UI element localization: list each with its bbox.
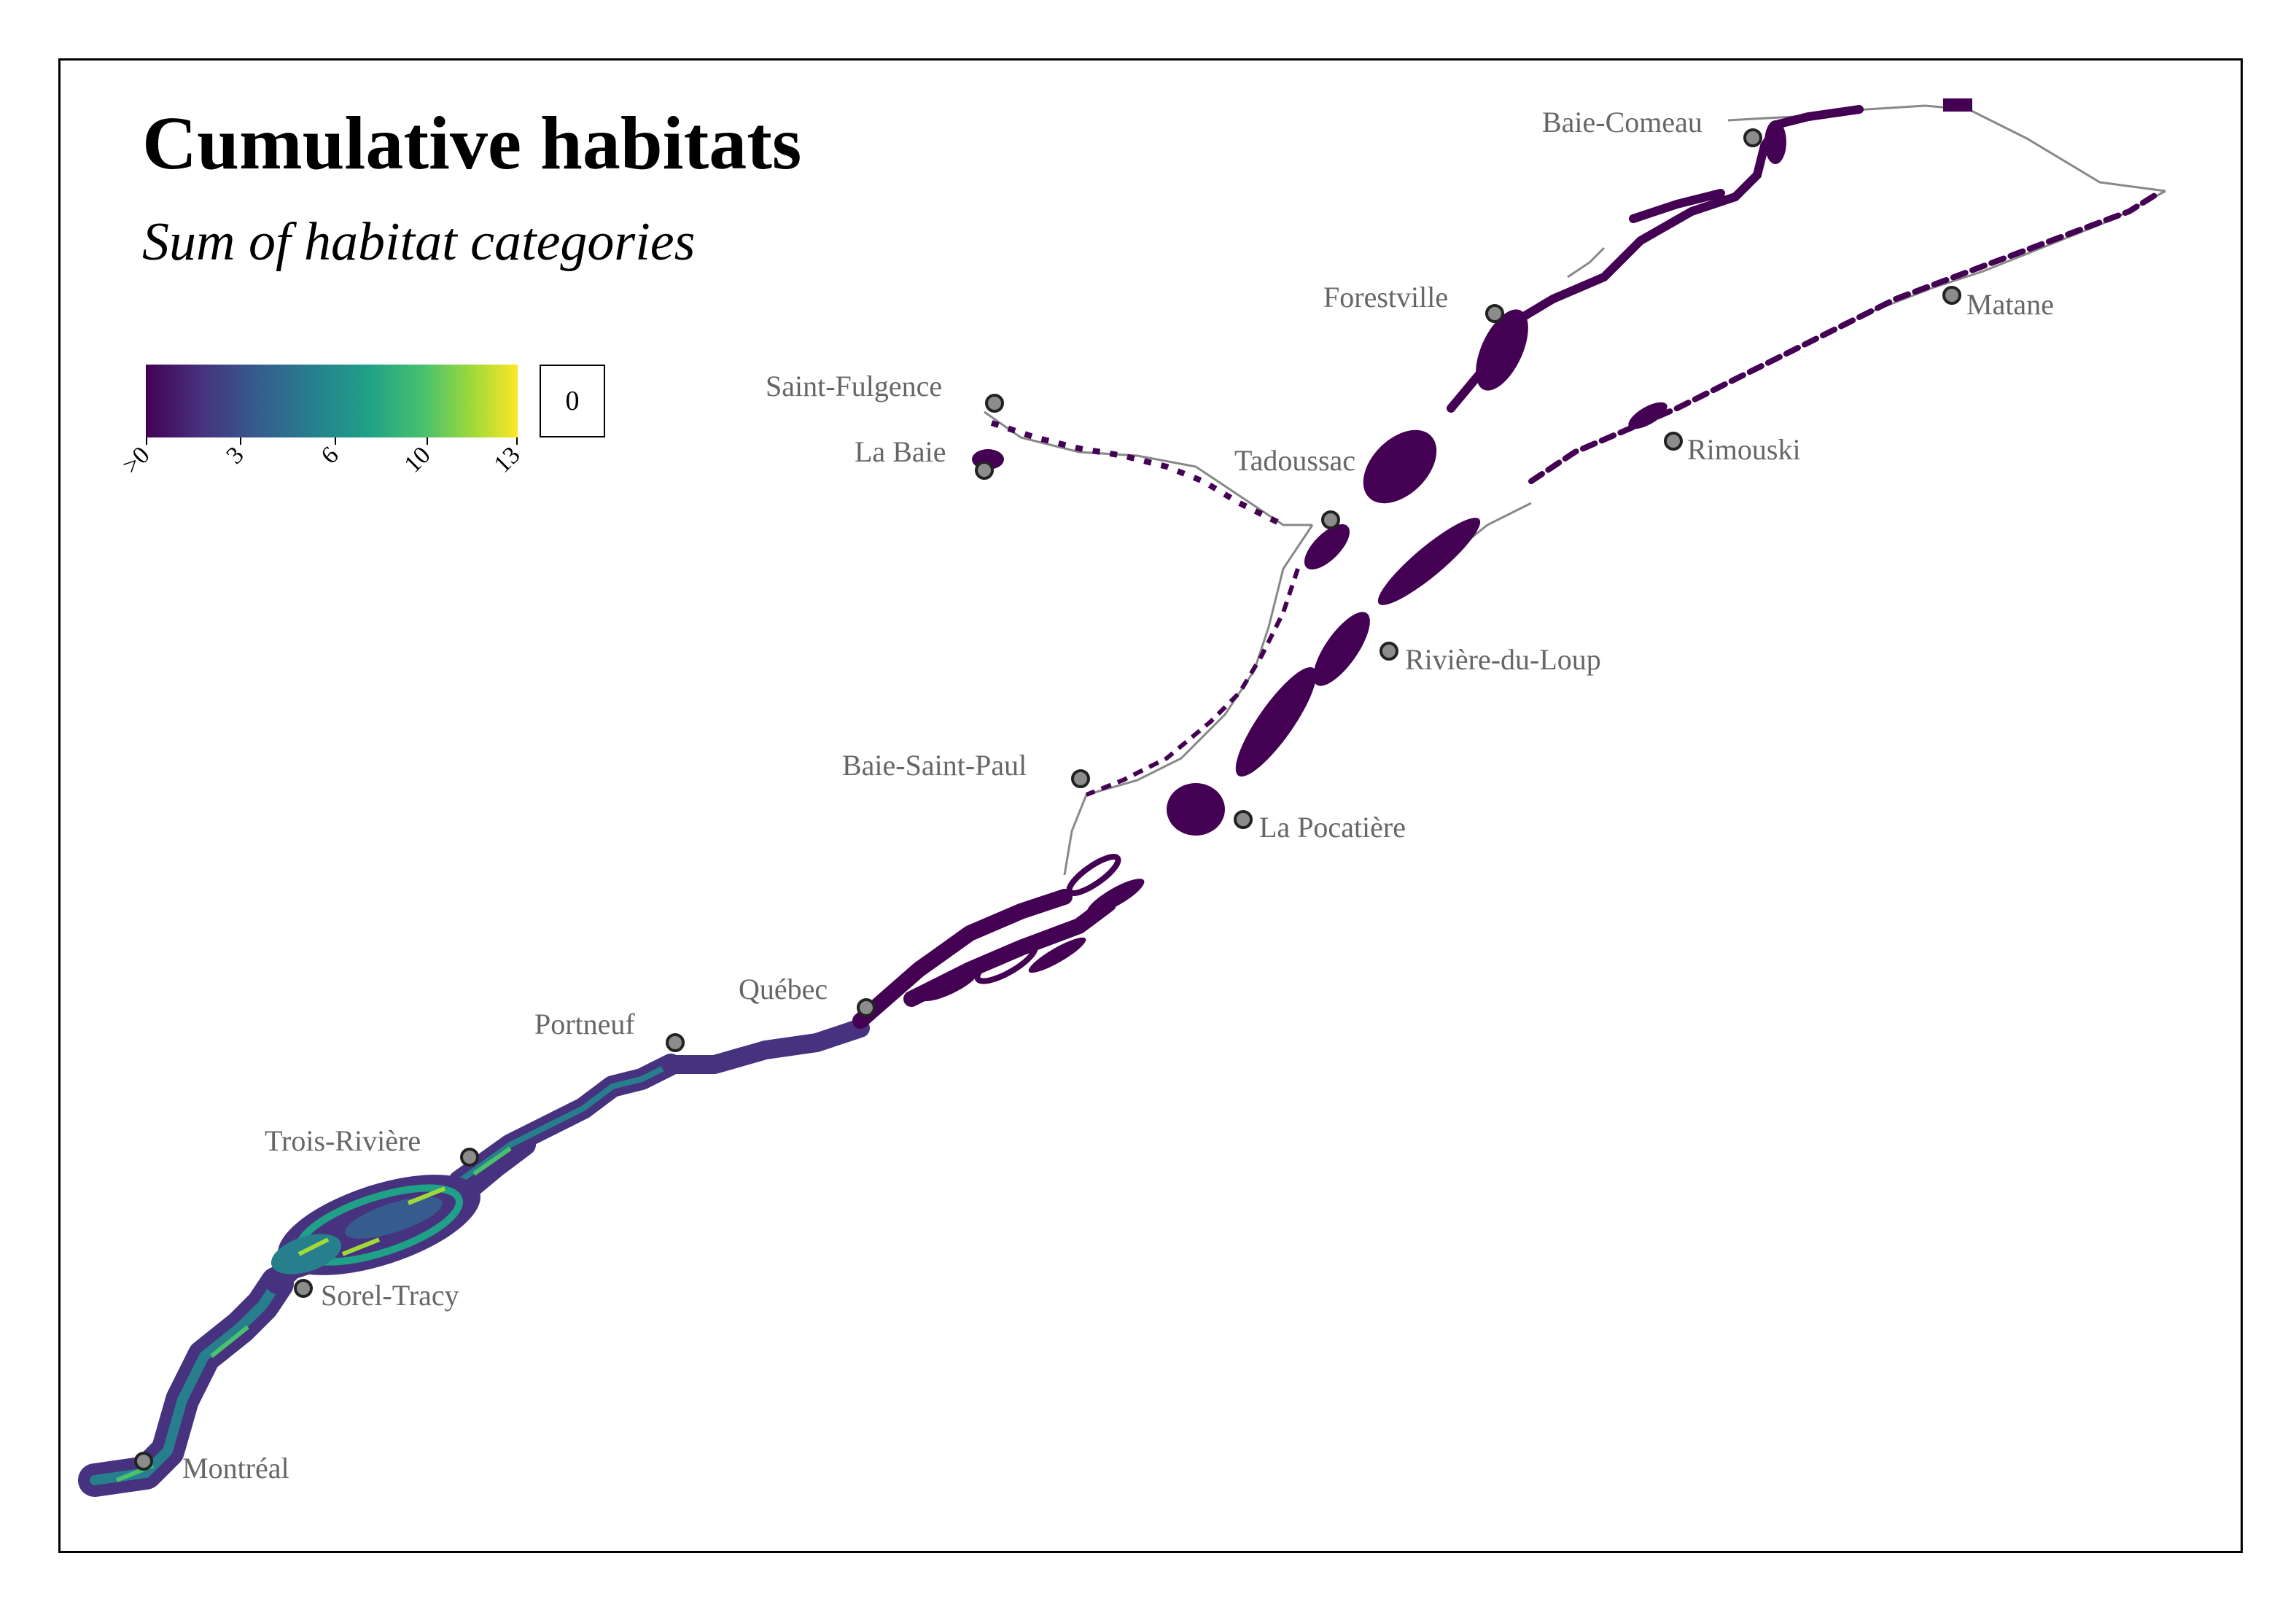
marker-baie-comeau — [1743, 128, 1762, 147]
channel-montreal-sorel-inner — [90, 1278, 282, 1485]
channel-trois-portneuf-inner — [456, 1062, 674, 1184]
lac-highlights — [297, 1186, 446, 1256]
tadoussac-flat — [1304, 524, 1350, 570]
legend-tick — [335, 437, 336, 445]
channel-quebec-north — [852, 889, 1073, 1029]
marker-trois-riviere — [460, 1148, 479, 1167]
city-label-tadoussac: Tadoussac — [1234, 444, 1356, 477]
city-label-la-baie: La Baie — [855, 435, 946, 468]
lac-center — [345, 1197, 443, 1239]
map-frame — [58, 58, 2243, 1553]
marker-la-baie — [975, 461, 994, 480]
legend-tick — [516, 437, 518, 445]
city-label-la-pocatiere: La Pocatière — [1259, 811, 1406, 844]
estuary-bodies — [972, 98, 1972, 973]
legend-colorbar — [146, 365, 518, 437]
city-label-saint-fulgence: Saint-Fulgence — [766, 370, 943, 402]
south-bank-3 — [1377, 518, 1481, 605]
legend-tick — [146, 437, 147, 445]
city-markers — [134, 128, 1961, 1471]
spot-trois — [472, 1146, 512, 1176]
marker-forestville — [1485, 304, 1504, 323]
marker-montreal — [134, 1452, 153, 1471]
coastline — [984, 104, 2166, 876]
island-loops — [918, 854, 1121, 1002]
loop-1 — [1066, 854, 1121, 896]
city-label-rimouski: Rimouski — [1687, 433, 1801, 466]
pocatiere-flat — [1167, 783, 1225, 836]
upper-north-fringe — [1629, 189, 1725, 223]
city-label-trois-riviere: Trois-Rivière — [265, 1124, 421, 1157]
middle-island-2 — [1028, 937, 1086, 973]
south-shore-fringe — [1528, 190, 2161, 484]
city-label-quebec: Québec — [739, 973, 828, 1005]
north-bank-1 — [1363, 429, 1437, 504]
marker-tadoussac — [1321, 510, 1340, 529]
south-bank-2 — [1313, 612, 1370, 686]
channel-portneuf-quebec — [661, 1019, 870, 1074]
loop-2 — [974, 941, 1038, 984]
city-label-portneuf: Portneuf — [534, 1008, 635, 1040]
city-label-baie-saint-paul: Baie-Saint-Paul — [842, 749, 1027, 782]
marker-riviere-du-loup — [1379, 642, 1398, 661]
river-main-channel — [78, 889, 1116, 1497]
legend-zero-box: 0 — [540, 365, 605, 437]
saguenay-fringe — [990, 420, 1285, 528]
city-label-baie-comeau: Baie-Comeau — [1542, 106, 1702, 139]
map-subtitle: Sum of habitat categories — [142, 212, 696, 272]
marker-saint-fulgence — [985, 394, 1004, 413]
spot-sorel — [210, 1325, 249, 1358]
matane-box — [1943, 98, 1972, 112]
estuary-north-shore — [1447, 105, 1864, 413]
map-title: Cumulative habitats — [142, 101, 802, 185]
loop-3 — [918, 967, 978, 1002]
north-estuary-line — [1063, 524, 1314, 876]
marker-la-pocatiere — [1234, 810, 1253, 829]
north-estuary-fringe — [1085, 568, 1300, 797]
south-bank-1 — [1235, 667, 1317, 777]
marker-matane — [1942, 286, 1961, 305]
marker-sorel-tracy — [294, 1279, 313, 1298]
city-label-sorel-tracy: Sorel-Tracy — [321, 1279, 459, 1312]
marker-baie-saint-paul — [1071, 769, 1090, 788]
marker-portneuf — [666, 1033, 685, 1052]
marker-rimouski — [1664, 432, 1683, 451]
legend-tick — [427, 437, 428, 445]
legend-zero-label: 0 — [565, 386, 580, 416]
middle-island-1 — [1086, 879, 1145, 915]
city-label-riviere-du-loup: Rivière-du-Loup — [1405, 643, 1601, 676]
north-shore-fringe — [1447, 105, 1864, 413]
estuary-south-shore — [1528, 190, 2161, 484]
saguenay-pixels — [990, 420, 1285, 528]
marker-quebec — [857, 998, 876, 1017]
upper-north-line — [1567, 246, 1606, 279]
legend-tick — [240, 437, 241, 445]
lac-saint-pierre — [271, 1175, 480, 1275]
city-label-forestville: Forestville — [1323, 281, 1449, 314]
city-label-matane: Matane — [1966, 288, 2054, 321]
city-label-montreal: Montréal — [182, 1452, 289, 1485]
north-estuary-pixels — [1085, 568, 1300, 797]
